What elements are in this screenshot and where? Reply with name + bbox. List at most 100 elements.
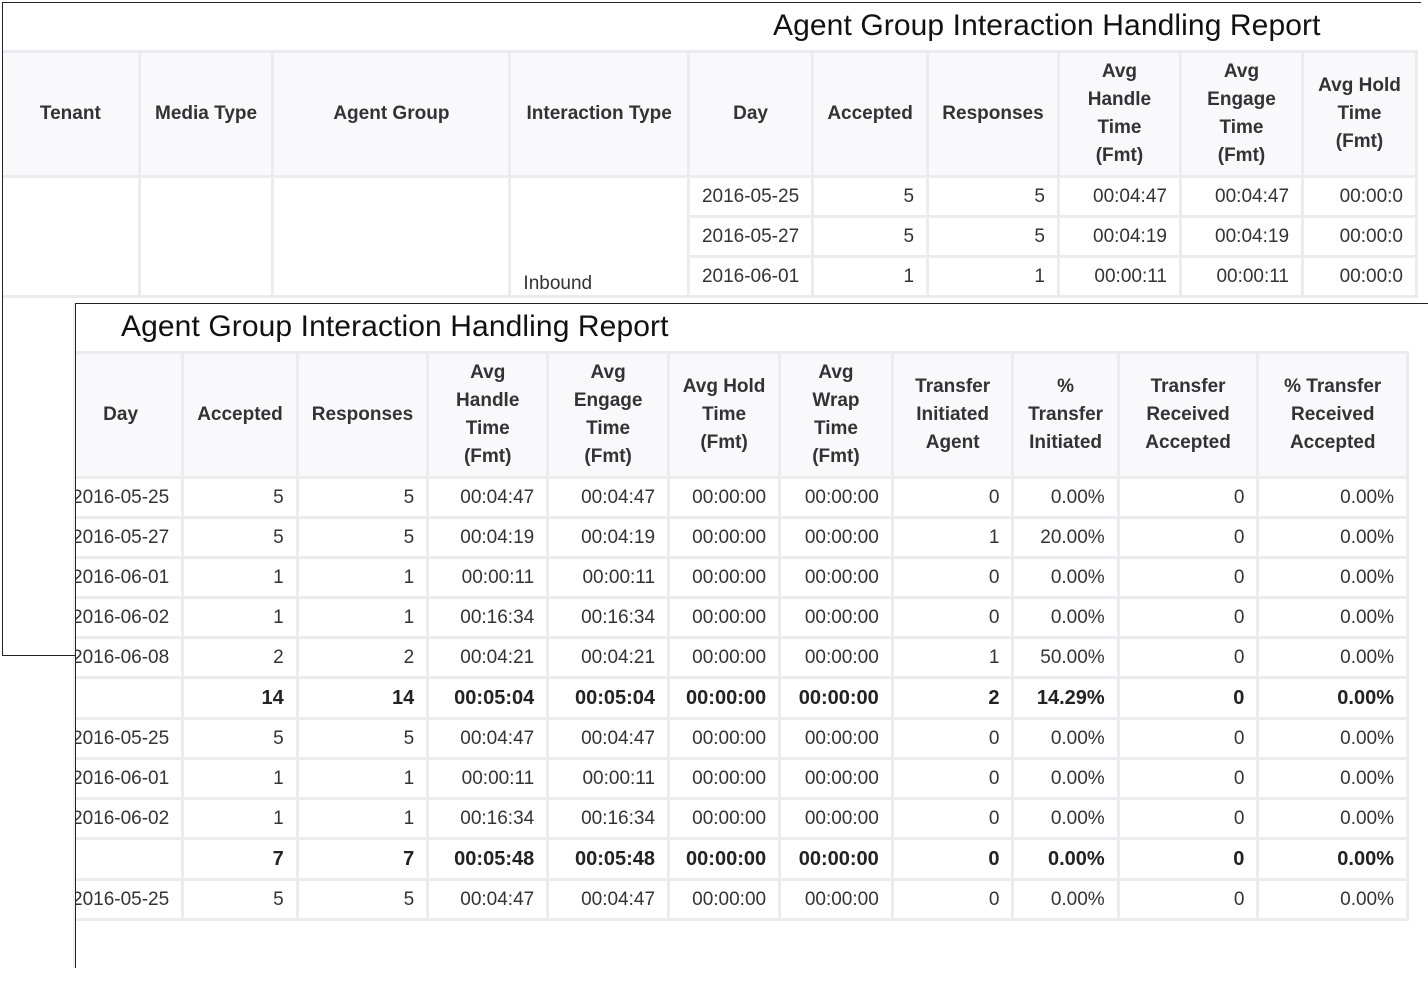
column-header[interactable]: Media Type	[137, 50, 275, 178]
table-cell: 00:04:19	[546, 516, 671, 559]
column-header[interactable]: % Transfer Initiated	[1011, 351, 1120, 479]
back-report-table: Tenant Media Type Agent Group Interactio…	[3, 50, 1418, 298]
table-row: 2016-05-25 5 5 00:04:47 00:04:47 00:00:00 00:0…	[76, 717, 1409, 760]
table-cell: 0	[890, 757, 1015, 800]
column-header[interactable]: Accepted	[811, 50, 930, 178]
table-cell: 14	[181, 676, 299, 720]
table-cell: 0	[1116, 476, 1260, 519]
table-row: 2016-05-27 5 5 00:04:19 00:04:19 00:00:00 00:0…	[76, 516, 1409, 559]
table-cell: 0.00%	[1011, 837, 1120, 881]
table-cell: 1	[295, 556, 430, 599]
table-cell: 00:00:00	[778, 837, 894, 881]
table-cell: 00:16:34	[546, 797, 671, 840]
column-header[interactable]: Agent Group	[271, 50, 512, 178]
table-cell: 00:00:00	[667, 676, 782, 720]
table-cell: 00:00:11	[546, 556, 671, 599]
column-header[interactable]: Avg Hold Time (Fmt)	[1301, 50, 1418, 178]
table-cell: 0.00%	[1011, 757, 1120, 800]
column-header[interactable]: Avg Hold Time (Fmt)	[667, 351, 782, 479]
column-header[interactable]: Transfer Received Accepted	[1116, 351, 1260, 479]
table-cell: 5	[926, 215, 1060, 258]
table-cell: 20.00%	[1011, 516, 1120, 559]
table-cell: 00:00:00	[667, 837, 782, 881]
table-cell: 5	[926, 175, 1060, 218]
table-cell: 00:04:19	[426, 516, 550, 559]
table-cell: 00:00:00	[778, 797, 894, 840]
front-header-row: Day Accepted Responses Avg Handle Time (…	[76, 351, 1409, 479]
table-cell: 2016-05-27	[76, 516, 185, 559]
table-cell: 00:04:47	[546, 476, 671, 519]
table-cell: 0.00%	[1256, 797, 1409, 840]
table-cell: 0	[1116, 837, 1260, 881]
table-cell: 0.00%	[1011, 476, 1120, 519]
column-header[interactable]: % Transfer Received Accepted	[1256, 351, 1409, 479]
table-cell: 0.00%	[1256, 878, 1409, 921]
table-cell: 0.00%	[1256, 837, 1409, 881]
column-header[interactable]: Accepted	[181, 351, 299, 479]
table-cell: 00:04:21	[426, 636, 550, 679]
subtotal-row: 7 7 00:05:48 00:05:48 00:00:00 00:00:00 0 0.00%…	[76, 837, 1409, 881]
table-cell: 50.00%	[1011, 636, 1120, 679]
table-cell: 00:00:00	[778, 878, 894, 921]
table-cell: 00:04:47	[546, 717, 671, 760]
table-cell: 1	[295, 596, 430, 639]
table-cell: 00:00:00	[667, 556, 782, 599]
table-cell: 0.00%	[1256, 476, 1409, 519]
column-header[interactable]: Transfer Initiated Agent	[890, 351, 1015, 479]
table-cell: 1	[181, 556, 299, 599]
table-cell: 1	[890, 516, 1015, 559]
column-header[interactable]: Responses	[926, 50, 1060, 178]
table-cell: 0	[1116, 797, 1260, 840]
table-cell: 5	[181, 476, 299, 519]
table-cell: 0	[1116, 516, 1260, 559]
table-cell: 0	[890, 596, 1015, 639]
table-cell: 0	[890, 878, 1015, 921]
table-cell: 00:00:0	[1301, 175, 1418, 218]
table-cell: 0.00%	[1256, 516, 1409, 559]
table-cell: 00:16:34	[546, 596, 671, 639]
table-row: 2016-06-01 1 1 00:00:11 00:00:11 00:00:00 00:0…	[76, 757, 1409, 800]
table-row: 2016-06-02 1 1 00:16:34 00:16:34 00:00:00 00:0…	[76, 596, 1409, 639]
table-cell: 00:05:48	[426, 837, 550, 881]
table-row: 2016-05-27 5 5 00:04:19 00:04:19 00:00:0	[3, 215, 1418, 258]
table-cell: 0	[890, 797, 1015, 840]
table-cell: 00:00:00	[778, 717, 894, 760]
table-cell	[76, 837, 185, 881]
table-cell: 0.00%	[1256, 636, 1409, 679]
table-row: 2016-06-08 2 2 00:04:21 00:04:21 00:00:00 00:0…	[76, 636, 1409, 679]
table-row: 2016-06-02 1 1 00:16:34 00:16:34 00:00:00 00:0…	[76, 797, 1409, 840]
column-header[interactable]: Avg Handle Time (Fmt)	[426, 351, 550, 479]
table-cell: 1	[811, 255, 930, 298]
table-cell: 0.00%	[1256, 556, 1409, 599]
table-cell: 0	[1116, 676, 1260, 720]
table-cell: 00:04:47	[426, 476, 550, 519]
column-header[interactable]: Avg Handle Time (Fmt)	[1056, 50, 1182, 178]
table-cell: 0.00%	[1256, 596, 1409, 639]
subtotal-row: 14 14 00:05:04 00:05:04 00:00:00 00:00:00 2 14.…	[76, 676, 1409, 720]
column-header[interactable]: Interaction Type	[508, 50, 690, 178]
table-cell: 0	[1116, 878, 1260, 921]
column-header[interactable]: Avg Engage Time (Fmt)	[546, 351, 671, 479]
table-cell: 7	[295, 837, 430, 881]
table-cell: 00:04:19	[1056, 215, 1182, 258]
column-header[interactable]: Avg Wrap Time (Fmt)	[778, 351, 894, 479]
table-cell: 00:00:00	[667, 797, 782, 840]
table-cell: 2016-05-25	[76, 476, 185, 519]
column-header[interactable]: Day	[76, 351, 185, 479]
table-cell: 5	[295, 878, 430, 921]
column-header[interactable]: Day	[686, 50, 815, 178]
column-header[interactable]: Responses	[295, 351, 430, 479]
table-cell: 00:00:00	[778, 636, 894, 679]
table-cell: 0.00%	[1011, 878, 1120, 921]
table-row: 2016-06-01 1 1 00:00:11 00:00:11 00:00:0	[3, 255, 1418, 298]
table-cell: 00:00:00	[667, 717, 782, 760]
table-cell: 1	[181, 596, 299, 639]
table-cell: 2016-05-25	[76, 878, 185, 921]
table-cell: 5	[811, 175, 930, 218]
table-cell: 2	[890, 676, 1015, 720]
column-header[interactable]: Avg Engage Time (Fmt)	[1178, 50, 1305, 178]
table-cell: 1	[181, 757, 299, 800]
back-report-title: Agent Group Interaction Handling Report	[773, 9, 1321, 42]
table-cell: 5	[295, 516, 430, 559]
column-header[interactable]: Tenant	[3, 50, 141, 178]
